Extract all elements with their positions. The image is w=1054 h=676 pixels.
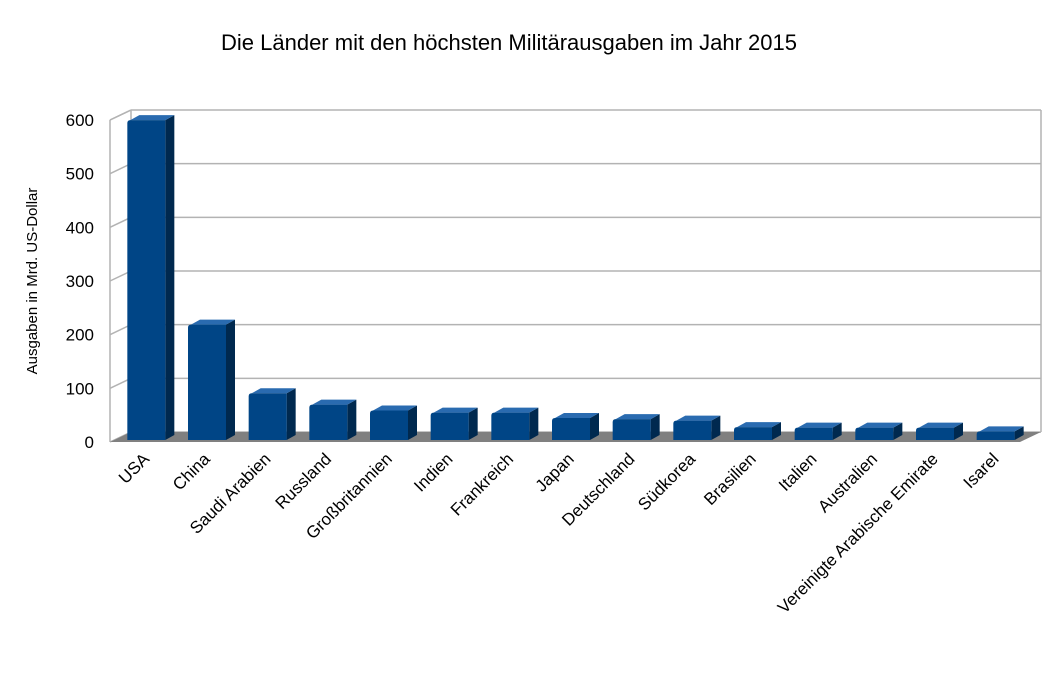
bar-top xyxy=(797,422,842,428)
bar-top xyxy=(433,407,478,413)
bar-top xyxy=(919,422,963,428)
bar-top xyxy=(191,319,235,325)
chart-title: Die Länder mit den höchsten Militärausga… xyxy=(221,30,797,55)
x-category-label: China xyxy=(169,449,214,494)
bar-top xyxy=(737,422,781,428)
bar xyxy=(370,405,417,440)
bar-top xyxy=(130,115,175,121)
bar-front xyxy=(370,410,408,440)
x-category-label: Indien xyxy=(410,449,456,495)
bar-side xyxy=(165,115,175,440)
bar-front xyxy=(855,427,894,440)
bar-side xyxy=(590,412,599,440)
bar-top xyxy=(373,405,417,411)
bar-front xyxy=(612,419,651,440)
side-wall-top-edge xyxy=(109,109,132,121)
x-category-label: Japan xyxy=(532,449,578,495)
bar xyxy=(673,415,721,440)
bar xyxy=(552,412,599,440)
bar xyxy=(734,422,781,440)
bar-side xyxy=(408,405,417,440)
y-tick-label: 500 xyxy=(66,165,94,184)
y-tick-label: 200 xyxy=(66,326,94,345)
bar-front xyxy=(491,412,530,440)
bar-front xyxy=(794,427,833,440)
y-tick-label: 600 xyxy=(66,111,94,130)
bar-front xyxy=(188,324,226,440)
bar-side xyxy=(286,388,296,440)
bar-top xyxy=(858,422,903,428)
bar-side xyxy=(1014,426,1024,440)
bar-front xyxy=(976,431,1015,440)
bar-side xyxy=(954,422,963,440)
bar-side xyxy=(832,422,842,440)
y-axis-title: Ausgaben in Mrd. US-Dollar xyxy=(24,188,41,375)
bar-side xyxy=(529,407,539,440)
x-category-label: Isarel xyxy=(960,449,1003,492)
bars xyxy=(127,115,1024,440)
bar-front xyxy=(673,420,712,440)
x-category-label: Südkorea xyxy=(634,449,699,514)
bar xyxy=(127,115,175,440)
x-category-label: Brasilien xyxy=(700,449,760,509)
bar-front xyxy=(430,412,469,440)
bar-front xyxy=(552,417,590,440)
bar-front xyxy=(127,120,166,440)
x-category-label: Italien xyxy=(775,449,821,495)
bar-top xyxy=(494,407,539,413)
bar-side xyxy=(226,319,235,440)
x-category-label: USA xyxy=(115,449,154,488)
bar xyxy=(916,422,963,440)
bar-top xyxy=(555,412,599,418)
y-axis-ticks: 0 100 200 300 400 500 600 xyxy=(66,111,94,452)
bar xyxy=(976,426,1024,440)
bar xyxy=(248,388,296,440)
y-tick-label: 100 xyxy=(66,379,94,398)
y-tick-label: 300 xyxy=(66,272,94,291)
bar-side xyxy=(347,399,357,440)
bar xyxy=(855,422,903,440)
bar-side xyxy=(772,422,781,440)
x-category-label: Frankreich xyxy=(447,449,517,519)
y-tick-label: 400 xyxy=(66,218,94,237)
x-category-label: Russland xyxy=(272,449,336,513)
bar-side xyxy=(650,414,660,440)
bar-top xyxy=(251,388,296,394)
bar-top xyxy=(979,426,1024,432)
bar-side xyxy=(893,422,903,440)
bar xyxy=(188,319,235,440)
bar-front xyxy=(248,393,287,440)
bar xyxy=(430,407,478,440)
bar-side xyxy=(468,407,478,440)
bar xyxy=(612,414,660,440)
bar-top xyxy=(312,399,357,405)
bar-front xyxy=(734,427,772,440)
bar-front xyxy=(916,427,954,440)
bar-side xyxy=(711,415,721,440)
grid xyxy=(109,109,1042,443)
bar-top xyxy=(615,414,660,420)
bar xyxy=(309,399,357,440)
bar-top xyxy=(676,415,721,421)
bar xyxy=(491,407,539,440)
y-tick-label: 0 xyxy=(85,433,94,452)
bar-front xyxy=(309,404,348,440)
bar xyxy=(794,422,842,440)
